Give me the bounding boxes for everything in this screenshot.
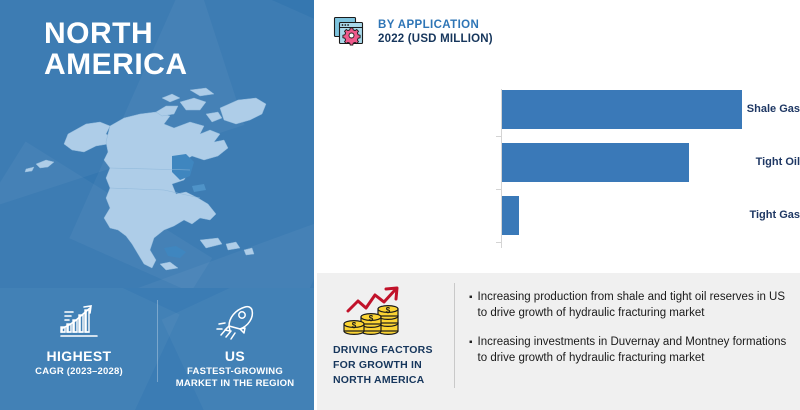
- svg-text:$: $: [386, 306, 391, 315]
- svg-text:$: $: [369, 314, 374, 323]
- driving-factors-panel: $ $ $ DRIVING FACTORS FOR GROWTH IN NORT…: [317, 273, 800, 410]
- region-title-line1: NORTH: [44, 17, 154, 50]
- list-item: ▪ Increasing investments in Duvernay and …: [469, 334, 792, 367]
- north-america-map-icon: [14, 68, 300, 272]
- divider: [454, 283, 455, 388]
- list-item-text: Increasing production from shale and tig…: [477, 291, 786, 320]
- badge-subtitle: FASTEST-GROWING MARKET IN THE REGION: [176, 366, 295, 391]
- bar-tight-oil: [502, 143, 690, 182]
- driving-factors-title: DRIVING FACTORS FOR GROWTH IN NORTH AMER…: [333, 343, 433, 389]
- application-window-gear-icon: [332, 14, 368, 50]
- divider: [157, 300, 158, 382]
- bar-chart-plot: Shale Gas Tight Oil Tight Gas: [314, 76, 800, 256]
- axis-tick: [496, 242, 501, 243]
- driving-factors-list: ▪ Increasing production from shale and ti…: [469, 289, 792, 378]
- region-title-line2: AMERICA: [44, 48, 188, 82]
- bullet-icon: ▪: [469, 336, 473, 348]
- bar-chart-growth-arrow-icon: [57, 298, 101, 342]
- chart-panel: BY APPLICATION 2022 (USD MILLION) Shale …: [314, 0, 800, 273]
- region-panel: NORTH AMERICA: [0, 0, 314, 410]
- bar-shale-gas: [502, 90, 742, 129]
- rocket-launch-icon: [213, 298, 257, 342]
- list-item-text: Increasing investments in Duvernay and M…: [477, 335, 787, 364]
- badge-subtitle-line2: MARKET IN THE REGION: [175, 378, 295, 390]
- driving-factors-title-line2: FOR GROWTH IN: [333, 359, 422, 372]
- bar-category-label: Shale Gas: [746, 102, 800, 115]
- badge-subtitle-line1: FASTEST-GROWING: [187, 366, 283, 377]
- axis-tick: [496, 136, 501, 137]
- y-axis-line: [501, 89, 502, 248]
- driving-factors-title-line1: DRIVING FACTORS: [333, 344, 433, 356]
- bar-category-label: Tight Gas: [749, 208, 800, 221]
- chart-subtitle: 2022 (USD MILLION): [378, 33, 493, 45]
- driving-factors-heading: $ $ $ DRIVING FACTORS FOR GROWTH IN NORT…: [333, 283, 451, 389]
- chart-header-text: BY APPLICATION 2022 (USD MILLION): [378, 19, 493, 45]
- bar-category-label: Tight Oil: [755, 155, 800, 168]
- stat-badge-highest-cagr: HIGHEST CAGR (2023–2028): [4, 298, 154, 378]
- badge-title: HIGHEST: [46, 348, 112, 364]
- axis-tick: [496, 189, 501, 190]
- region-stats-strip: [0, 288, 314, 410]
- page-title: NORTH AMERICA: [44, 17, 188, 82]
- chart-title: BY APPLICATION: [378, 19, 480, 31]
- driving-factors-title-line3: NORTH AMERICA: [333, 374, 425, 387]
- bar-tight-gas: [502, 196, 519, 235]
- coins-growth-arrow-icon: $ $ $: [343, 283, 405, 339]
- badge-title: US: [224, 348, 246, 364]
- badge-subtitle: CAGR (2023–2028): [35, 366, 123, 377]
- bullet-icon: ▪: [469, 292, 473, 303]
- list-item: ▪ Increasing production from shale and ti…: [469, 289, 792, 322]
- stat-badge-fastest-growing: US FASTEST-GROWING MARKET IN THE REGION: [160, 298, 310, 391]
- chart-header: BY APPLICATION 2022 (USD MILLION): [332, 14, 493, 50]
- svg-text:$: $: [352, 321, 357, 330]
